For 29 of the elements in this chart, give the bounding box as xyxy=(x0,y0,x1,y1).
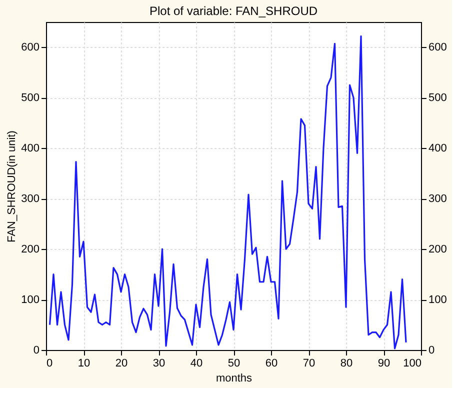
x-tick-label: 50 xyxy=(228,358,240,370)
y-axis-title: FAN_SHROUD(in unit) xyxy=(6,130,18,242)
x-axis-title: months xyxy=(216,372,253,384)
x-tick-label: 20 xyxy=(115,358,128,370)
x-tick-label: 90 xyxy=(378,358,390,370)
x-tick-label: 100 xyxy=(403,358,422,370)
y2-tick-label: 600 xyxy=(428,42,447,54)
x-tick-label: 30 xyxy=(152,358,166,370)
y-tick-label: 300 xyxy=(21,193,40,206)
y-tick-label: 200 xyxy=(21,244,40,256)
y2-tick-label: 300 xyxy=(428,193,447,206)
y2-tick-label: 400 xyxy=(428,142,447,155)
y2-tick-label: 100 xyxy=(428,294,447,306)
y2-tick-label: 200 xyxy=(428,244,447,256)
y2-tick-label: 0 xyxy=(428,344,435,356)
x-tick-label: 10 xyxy=(78,358,90,370)
x-tick-label: 80 xyxy=(340,358,353,370)
x-tick-label: 0 xyxy=(46,358,53,370)
x-tick-label: 70 xyxy=(302,358,316,370)
y-tick-label: 600 xyxy=(21,42,40,54)
y-tick-label: 400 xyxy=(21,142,40,155)
chart-title: Plot of variable: FAN_SHROUD xyxy=(149,4,318,18)
x-tick-label: 60 xyxy=(265,358,278,370)
y-tick-label: 500 xyxy=(21,92,40,104)
y-tick-label: 100 xyxy=(21,294,40,306)
y-tick-label: 0 xyxy=(33,344,40,356)
line-series xyxy=(48,35,407,350)
x-tick-label: 40 xyxy=(190,358,203,370)
y2-tick-label: 500 xyxy=(428,92,447,104)
